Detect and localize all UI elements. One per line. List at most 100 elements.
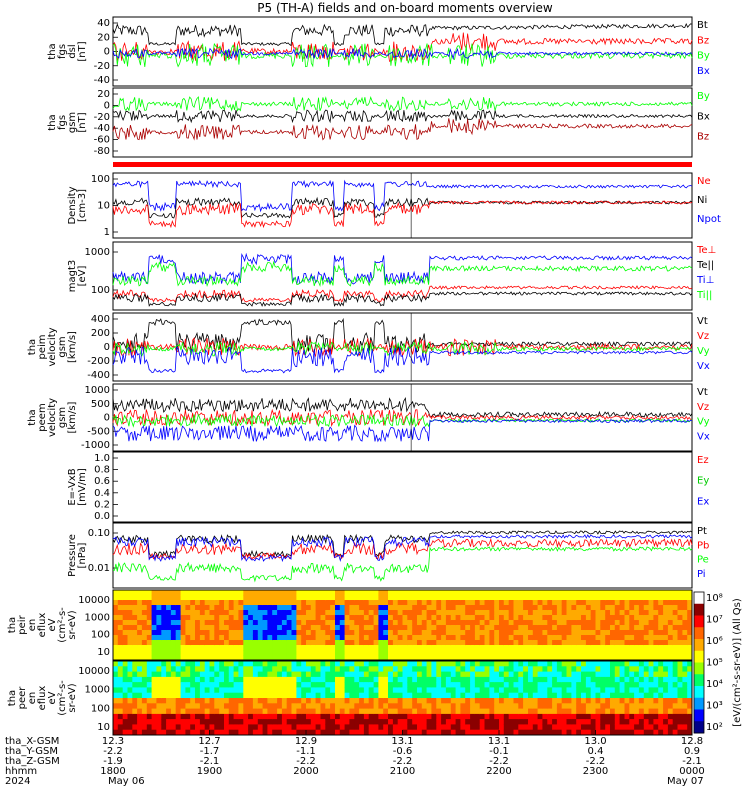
spectrogram-cell	[233, 719, 239, 725]
spectrogram-cell	[132, 635, 138, 641]
spectrogram-cell	[402, 635, 408, 641]
spectrogram-cell	[113, 640, 119, 646]
spectrogram-cell	[368, 615, 374, 621]
spectrogram-cell	[161, 682, 167, 688]
spectrogram-cell	[402, 590, 408, 596]
spectrogram-cell	[417, 703, 423, 710]
spectrogram-cell	[233, 729, 239, 736]
spectrogram-cell	[532, 676, 539, 683]
spectrogram-cell	[460, 661, 466, 667]
spectrogram-cell	[252, 671, 259, 678]
spectrogram-cell	[407, 698, 413, 704]
spectrogram-cell	[272, 590, 278, 596]
spectrogram-cell	[248, 645, 254, 651]
spectrogram-cell	[146, 625, 153, 631]
spectrogram-cell	[421, 630, 428, 636]
spectrogram-cell	[638, 640, 645, 646]
spectrogram-cell	[643, 600, 650, 606]
spectrogram-cell	[306, 625, 312, 631]
spectrogram-cell	[412, 671, 418, 678]
colorbar-tick: 10³	[706, 701, 723, 712]
spectrogram-cell	[663, 635, 669, 641]
spectrogram-cell	[363, 703, 370, 710]
spectrogram-cell	[301, 692, 307, 699]
spectrogram-cell	[417, 625, 423, 631]
spectrogram-cell	[224, 620, 230, 626]
spectrogram-cell	[402, 620, 408, 626]
spectrogram-cell	[175, 650, 181, 656]
spectrogram-cell	[513, 605, 519, 611]
spectrogram-cell	[600, 682, 606, 688]
spectrogram-cell	[643, 692, 650, 699]
spectrogram-cell	[137, 650, 143, 656]
spectrogram-cell	[219, 640, 225, 646]
spectrogram-cell	[576, 703, 582, 710]
spectrogram-cell	[672, 605, 678, 611]
spectrogram-cell	[257, 630, 264, 636]
spectrogram-cell	[291, 600, 297, 606]
spectrogram-cell	[407, 595, 413, 601]
spectrogram-cell	[552, 703, 558, 710]
spectrogram-cell	[180, 645, 186, 651]
spectrogram-cell	[441, 595, 447, 601]
spectrogram-cell	[638, 682, 645, 688]
spectrogram-cell	[494, 620, 500, 626]
spectrogram-cell	[571, 655, 577, 661]
spectrogram-cell	[523, 625, 529, 631]
spectrogram-cell	[388, 719, 394, 725]
spectrogram-cell	[445, 610, 452, 616]
spectrogram-cell	[648, 682, 654, 688]
spectrogram-cell	[141, 676, 148, 683]
spectrogram-cell	[132, 687, 138, 694]
spectrogram-cell	[610, 703, 616, 710]
spectrogram-cell	[470, 630, 476, 636]
spectrogram-cell	[113, 635, 119, 641]
spectrogram-cell	[663, 682, 669, 688]
spectrogram-cell	[190, 666, 196, 673]
spectrogram-cell	[605, 698, 611, 704]
spectrogram-cell	[556, 713, 563, 720]
spectrogram-cell	[122, 610, 128, 616]
spectrogram-cell	[682, 620, 688, 626]
panel-peir_spectrogram-border	[112, 589, 693, 661]
spectrogram-cell	[552, 600, 558, 606]
spectrogram-cell	[561, 625, 567, 631]
spectrogram-cell	[219, 687, 225, 694]
spectrogram-cell	[499, 635, 505, 641]
spectrogram-cell	[513, 655, 519, 661]
spectrogram-cell	[368, 687, 374, 694]
spectrogram-cell	[426, 687, 432, 694]
x-axis-value: 1800	[100, 766, 125, 777]
spectrogram-cell	[537, 625, 543, 631]
panel-density-ytick: 1	[104, 227, 110, 238]
spectrogram-cell	[170, 605, 177, 611]
spectrogram-cell	[648, 698, 654, 704]
spectrogram-cell	[624, 640, 630, 646]
spectrogram-cell	[484, 605, 490, 611]
spectrogram-cell	[204, 635, 210, 641]
spectrogram-cell	[528, 645, 534, 651]
spectrogram-cell	[624, 625, 630, 631]
spectrogram-cell	[214, 698, 220, 704]
spectrogram-cell	[585, 605, 592, 611]
spectrogram-cell	[682, 645, 688, 651]
spectrogram-cell	[581, 692, 587, 699]
spectrogram-cell	[624, 595, 630, 601]
spectrogram-cell	[590, 719, 596, 725]
spectrogram-cell	[330, 600, 336, 606]
spectrogram-cell	[228, 687, 235, 694]
spectrogram-cell	[248, 610, 254, 616]
spectrogram-cell	[113, 645, 119, 651]
spectrogram-cell	[585, 698, 592, 704]
x-axis-row-label: hhmm	[5, 766, 37, 777]
spectrogram-cell	[359, 600, 365, 606]
spectrogram-cell	[489, 666, 495, 673]
spectrogram-cell	[556, 661, 563, 667]
spectrogram-cell	[470, 729, 476, 736]
spectrogram-cell	[672, 645, 678, 651]
spectrogram-cell	[349, 698, 355, 704]
panel-peir_spectrogram-ytick: 1000	[85, 612, 110, 623]
spectrogram-cell	[204, 655, 210, 661]
spectrogram-cell	[397, 610, 403, 616]
spectrogram-cell	[629, 640, 635, 646]
